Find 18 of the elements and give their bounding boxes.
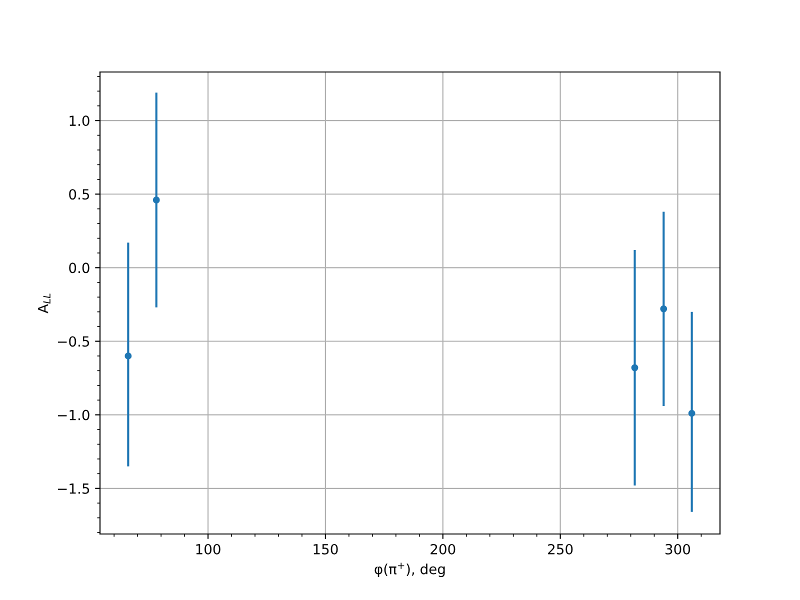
y-tick-label: −1.0 bbox=[58, 410, 90, 420]
x-tick-label: 100 bbox=[196, 544, 220, 554]
y-tick-label: 0.0 bbox=[69, 262, 90, 274]
point bbox=[631, 364, 638, 372]
x-axis-title: φ(π$^{+}$), deg bbox=[374, 562, 445, 578]
x-tick-label: 200 bbox=[430, 544, 456, 554]
y-tick-label: −0.5 bbox=[58, 336, 90, 347]
y-tick-label: 1.0 bbox=[70, 116, 90, 126]
y-tick-label: 0.5 bbox=[69, 189, 90, 200]
x-tick-label: 150 bbox=[314, 544, 338, 554]
y-axis-title: A$_{LL}$ bbox=[38, 294, 50, 314]
x-tick-label: 300 bbox=[666, 544, 690, 554]
point bbox=[688, 410, 696, 417]
y-tick-label: −1.5 bbox=[58, 484, 90, 494]
x-tick-label: 250 bbox=[548, 544, 573, 554]
point bbox=[124, 352, 132, 360]
point bbox=[660, 305, 668, 312]
point bbox=[152, 196, 160, 204]
